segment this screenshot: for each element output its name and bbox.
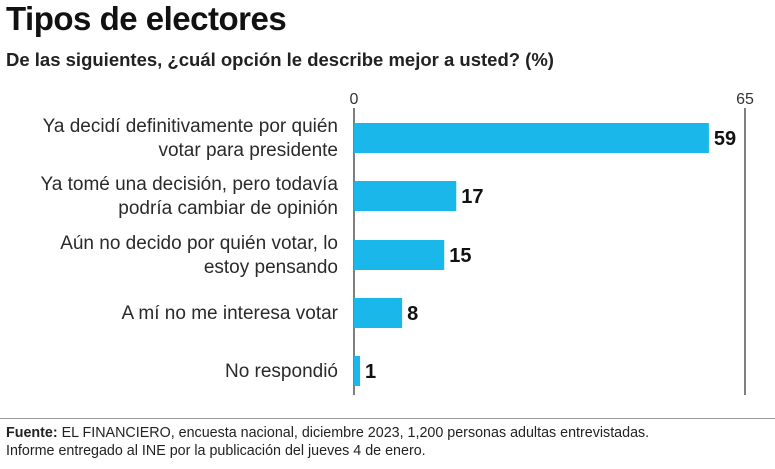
category-label: podría cambiar de opinión — [118, 198, 338, 219]
value-label: 8 — [407, 303, 418, 325]
bar — [354, 298, 403, 328]
bar-chart: 0 65 59 Ya decidí definitivamente por quién… — [40, 91, 754, 395]
source-label: Fuente: — [6, 425, 58, 441]
tick-label-max: 65 — [736, 91, 754, 108]
category-label: A mí no me interesa votar — [122, 303, 339, 324]
value-label: 1 — [365, 361, 376, 383]
category-label: estoy pensando — [204, 257, 338, 278]
bar — [354, 356, 361, 386]
category-label: Ya tomé una decisión, pero todavía — [40, 174, 338, 195]
category-label: votar para presidente — [158, 140, 338, 161]
category-label: No respondió — [225, 361, 338, 382]
value-label: 59 — [714, 128, 736, 150]
chart-subtitle: De las siguientes, ¿cuál opción le descr… — [6, 49, 554, 70]
footer-divider — [0, 418, 775, 419]
source-line-1: EL FINANCIERO, encuesta nacional, diciem… — [57, 425, 650, 441]
chart-title: Tipos de electores — [6, 0, 287, 37]
bar — [354, 123, 709, 153]
tick-label-min: 0 — [350, 91, 359, 108]
category-label: Aún no decido por quién votar, lo — [60, 233, 338, 254]
category-label: Ya decidí definitivamente por quién — [43, 116, 338, 137]
bar — [354, 181, 457, 211]
bar — [354, 240, 445, 270]
source-line-2: Informe entregado al INE por la publicac… — [6, 443, 426, 459]
value-label: 15 — [449, 245, 471, 267]
value-label: 17 — [461, 186, 483, 208]
source-note: Fuente: EL FINANCIERO, encuesta nacional… — [6, 424, 771, 460]
